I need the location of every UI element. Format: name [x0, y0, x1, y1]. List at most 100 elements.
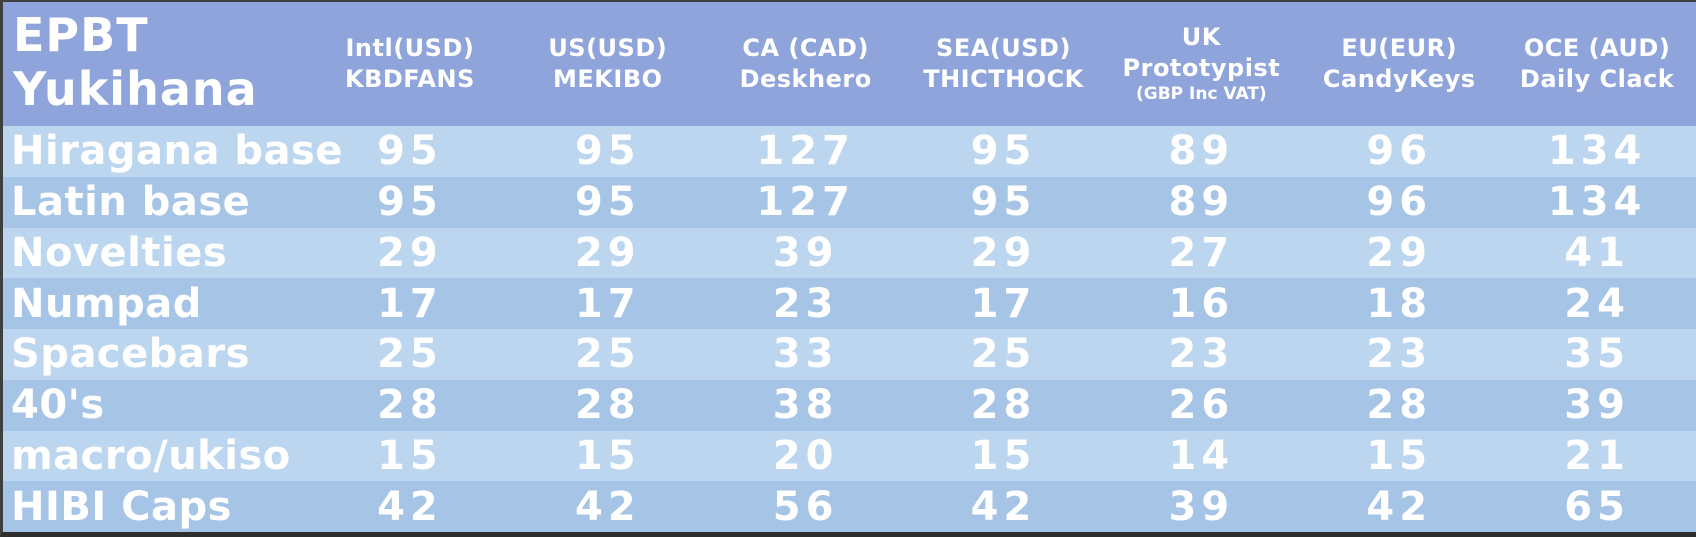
column-region: UK: [1181, 23, 1221, 52]
table-row: Spacebars 25 25 33 25 23 23 35: [3, 329, 1696, 380]
price-cell: 17: [377, 280, 443, 327]
table-header: EPBT Yukihana Intl(USD) KBDFANS US(USD) MEK…: [3, 2, 1696, 126]
table-row: Hiragana base 95 95 127 95 89 96 134: [3, 126, 1696, 177]
price-cell: 23: [1366, 331, 1433, 378]
price-cell: 15: [1366, 432, 1433, 479]
price-cell: 29: [1366, 229, 1433, 276]
price-cell: 15: [377, 432, 443, 479]
price-cell: 27: [1168, 229, 1235, 276]
column-vendor: Prototypist: [1122, 54, 1281, 83]
price-cell: 95: [970, 128, 1037, 175]
column-header-1: US(USD) MEKIBO: [509, 33, 707, 94]
table-row: HIBI Caps 42 42 56 42 39 42 65: [3, 481, 1696, 532]
column-region: Intl(USD): [345, 34, 475, 63]
column-header-5: EU(EUR) CandyKeys: [1300, 33, 1498, 94]
table-row: macro/ukiso 15 15 20 15 14 15 21: [3, 430, 1696, 482]
column-header-6: OCE (AUD) Daily Clack: [1498, 33, 1696, 94]
row-label: 40's: [11, 382, 105, 429]
column-header-4: UK Prototypist (GBP Inc VAT): [1102, 22, 1300, 105]
column-region: CA (CAD): [742, 34, 869, 63]
column-vendor: MEKIBO: [553, 65, 663, 93]
title-line-1: EPBT: [13, 8, 149, 62]
price-cell: 17: [970, 280, 1037, 327]
column-vendor: CandyKeys: [1322, 65, 1476, 93]
price-cell: 16: [1168, 280, 1235, 327]
price-cell: 39: [1564, 382, 1630, 429]
price-cell: 28: [1366, 382, 1433, 429]
row-label: Spacebars: [11, 331, 250, 378]
column-note: (GBP Inc VAT): [1136, 83, 1267, 104]
price-cell: 96: [1366, 128, 1433, 175]
price-cell: 96: [1366, 179, 1433, 226]
row-label: Novelties: [11, 229, 228, 276]
price-cell: 42: [1366, 483, 1433, 530]
price-cell: 65: [1564, 483, 1630, 530]
price-cell: 127: [756, 179, 855, 226]
price-cell: 15: [574, 432, 641, 479]
price-cell: 15: [970, 432, 1037, 479]
price-cell: 42: [970, 483, 1037, 530]
price-cell: 14: [1168, 432, 1235, 479]
price-cell: 20: [772, 432, 839, 479]
price-cell: 25: [574, 331, 641, 378]
price-cell: 35: [1564, 331, 1630, 378]
table-row: Latin base 95 95 127 95 89 96 134: [3, 176, 1696, 228]
row-label: Hiragana base: [11, 128, 343, 175]
price-cell: 33: [772, 331, 839, 378]
price-cell: 95: [377, 179, 443, 226]
row-label: macro/ukiso: [11, 432, 291, 479]
column-vendor: Deskhero: [739, 65, 872, 93]
price-cell: 17: [574, 280, 641, 327]
price-cell: 29: [377, 229, 443, 276]
price-cell: 23: [1168, 331, 1235, 378]
column-region: SEA(USD): [936, 34, 1071, 63]
price-cell: 95: [377, 128, 443, 175]
column-region: US(USD): [548, 34, 668, 63]
price-cell: 25: [970, 331, 1037, 378]
price-cell: 28: [574, 382, 641, 429]
price-cell: 21: [1564, 432, 1630, 479]
row-label: Numpad: [11, 280, 202, 327]
title-line-2: Yukihana: [13, 62, 258, 117]
price-cell: 134: [1547, 128, 1647, 175]
price-cell: 89: [1168, 128, 1235, 175]
price-cell: 25: [377, 331, 443, 378]
row-label: HIBI Caps: [11, 483, 232, 530]
column-region: OCE (AUD): [1523, 34, 1671, 63]
price-cell: 95: [574, 128, 641, 175]
column-header-0: Intl(USD) KBDFANS: [311, 33, 509, 94]
table-row: 40's 28 28 38 28 26 28 39: [3, 379, 1696, 431]
price-cell: 24: [1564, 280, 1630, 327]
price-cell: 39: [1168, 483, 1235, 530]
price-cell: 28: [970, 382, 1037, 429]
column-vendor: THICTHOCK: [923, 65, 1084, 93]
table-row: Numpad 17 17 23 17 16 18 24: [3, 278, 1696, 329]
price-cell: 28: [377, 382, 443, 429]
price-cell: 41: [1564, 229, 1630, 276]
price-cell: 18: [1366, 280, 1433, 327]
column-header-2: CA (CAD) Deskhero: [707, 33, 905, 94]
table-row: Novelties 29 29 39 29 27 29 41: [3, 227, 1696, 279]
price-cell: 42: [377, 483, 443, 530]
column-vendor: KBDFANS: [344, 65, 475, 93]
price-cell: 127: [756, 128, 855, 175]
price-cell: 29: [970, 229, 1037, 276]
price-cell: 89: [1168, 179, 1235, 226]
price-cell: 56: [772, 483, 839, 530]
price-cell: 38: [772, 382, 839, 429]
column-region: EU(EUR): [1341, 34, 1458, 63]
table-body: Hiragana base 95 95 127 95 89 96 134 Latin base 9…: [3, 126, 1696, 532]
price-cell: 134: [1547, 179, 1647, 226]
column-vendor: Daily Clack: [1519, 65, 1675, 93]
price-cell: 95: [574, 179, 641, 226]
price-cell: 39: [772, 229, 839, 276]
row-label: Latin base: [11, 179, 251, 226]
price-cell: 95: [970, 179, 1037, 226]
page-title: EPBT Yukihana: [3, 2, 311, 117]
price-cell: 23: [772, 280, 839, 327]
price-cell: 26: [1168, 382, 1235, 429]
price-cell: 42: [574, 483, 641, 530]
column-header-3: SEA(USD) THICTHOCK: [905, 33, 1103, 94]
price-cell: 29: [574, 229, 641, 276]
